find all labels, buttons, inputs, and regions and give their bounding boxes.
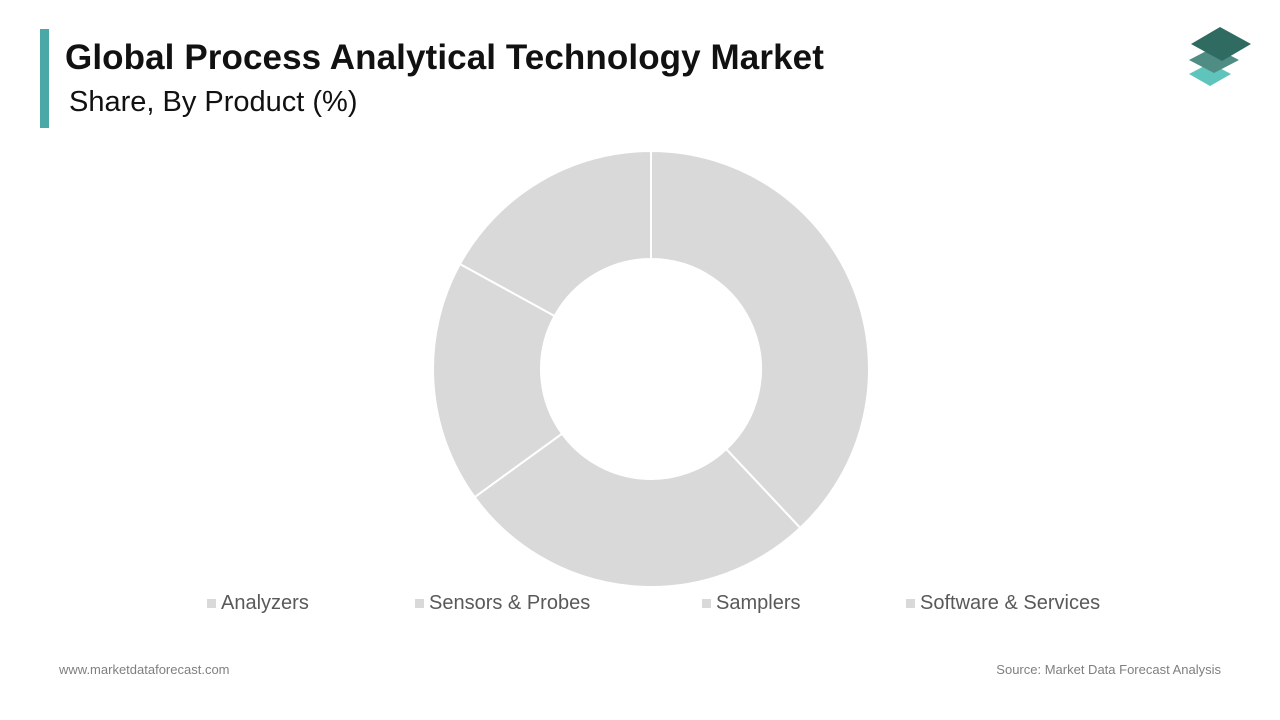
title-accent-bar <box>40 29 49 128</box>
legend-item-software-services: Software & Services <box>906 592 1100 615</box>
chart-legend: Analyzers Sensors & Probes Samplers Soft… <box>0 592 1280 620</box>
footer-source: Source: Market Data Forecast Analysis <box>996 662 1221 677</box>
page-title: Global Process Analytical Technology Mar… <box>65 38 824 77</box>
stacked-layers-logo-icon <box>1189 27 1251 86</box>
footer-website: www.marketdataforecast.com <box>59 662 230 677</box>
legend-label-software-services: Software & Services <box>920 592 1101 614</box>
legend-swatch-software-services <box>906 599 915 608</box>
page-subtitle: Share, By Product (%) <box>69 86 358 118</box>
donut-slice-sensors-probes <box>473 432 802 588</box>
donut-slice-software-services <box>458 149 652 318</box>
donut-slice-samplers <box>432 262 564 499</box>
legend-swatch-sensors-probes <box>415 599 424 608</box>
legend-label-analyzers: Analyzers <box>221 592 309 614</box>
legend-label-sensors-probes: Sensors & Probes <box>429 592 591 614</box>
legend-swatch-analyzers <box>207 599 216 608</box>
legend-label-samplers: Samplers <box>716 592 801 614</box>
legend-swatch-samplers <box>702 599 711 608</box>
legend-item-samplers: Samplers <box>702 592 800 615</box>
legend-item-sensors-probes: Sensors & Probes <box>415 592 590 615</box>
legend-item-analyzers: Analyzers <box>207 592 309 615</box>
donut-slice-analyzers <box>650 149 870 530</box>
